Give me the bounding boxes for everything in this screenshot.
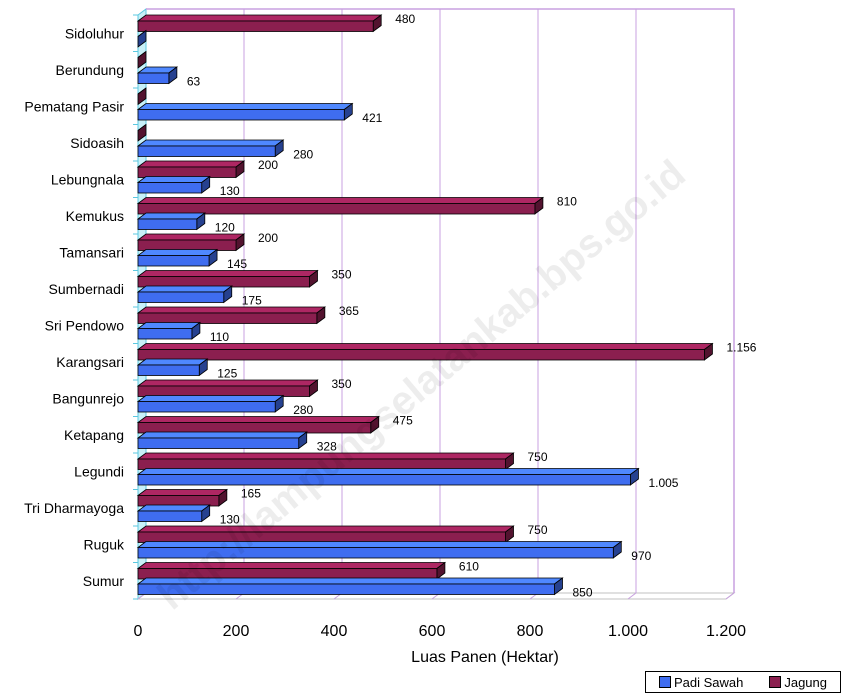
- data-label-padi-sawah: 328: [317, 440, 337, 454]
- bar-jagung: [136, 342, 714, 361]
- floor-tick: [627, 592, 637, 600]
- category-label: Sidoasih: [70, 135, 124, 151]
- data-label-jagung: 165: [241, 487, 261, 501]
- legend-swatch-padi-sawah: [658, 676, 671, 688]
- bar-jagung: [136, 488, 229, 507]
- data-label-padi-sawah: 970: [631, 549, 651, 563]
- category-label: Tri Dharmayoga: [24, 500, 124, 516]
- data-label-jagung: 810: [557, 195, 577, 209]
- data-label-jagung: 365: [339, 304, 359, 318]
- bar-jagung: [136, 196, 545, 215]
- bar-padi-sawah: [136, 358, 209, 377]
- bar-jagung: [137, 123, 147, 142]
- data-label-jagung: 750: [528, 523, 548, 537]
- bar-padi-sawah: [136, 504, 211, 523]
- category-label: Ketapang: [64, 427, 124, 443]
- bar-jagung: [136, 269, 319, 288]
- data-label-padi-sawah: 130: [220, 513, 240, 527]
- bar-jagung: [136, 452, 515, 471]
- bar-padi-sawah: [136, 212, 207, 231]
- legend-item-jagung: Jagung: [769, 675, 827, 690]
- data-label-jagung: 200: [258, 231, 278, 245]
- category-label: Sidoluhur: [65, 25, 124, 41]
- bar-padi-sawah: [137, 29, 147, 48]
- legend-label-padi-sawah: Padi Sawah: [673, 674, 744, 690]
- bar-padi-sawah: [136, 540, 623, 559]
- data-label-padi-sawah: 850: [573, 586, 593, 600]
- legend-item-padi-sawah: Padi Sawah: [658, 674, 744, 690]
- bar-padi-sawah: [136, 175, 211, 194]
- data-label-jagung: 750: [528, 450, 548, 464]
- legend-label-jagung: Jagung: [784, 674, 827, 690]
- data-label-padi-sawah: 1.005: [648, 476, 678, 490]
- data-label-padi-sawah: 130: [220, 184, 240, 198]
- bar-padi-sawah: [136, 285, 233, 304]
- bar-padi-sawah: [136, 467, 640, 486]
- x-tick-label: 600: [419, 623, 446, 640]
- data-label-padi-sawah: 110: [210, 330, 229, 344]
- data-label-padi-sawah: 125: [217, 367, 237, 381]
- category-label: Legundi: [74, 463, 124, 479]
- bar-padi-sawah: [136, 431, 308, 450]
- x-tick-label: 200: [223, 623, 250, 640]
- gridlines: [137, 9, 735, 600]
- category-label: Tamansari: [59, 244, 124, 260]
- data-label-padi-sawah: 280: [293, 148, 313, 162]
- x-tick-label: 0: [134, 623, 143, 640]
- bar-padi-sawah: [136, 394, 285, 413]
- bar-padi-sawah: [136, 66, 179, 85]
- bar-jagung: [137, 50, 147, 69]
- x-tick-labels: 0 200 400 600 800 1.000 1.200: [134, 623, 747, 640]
- data-label-jagung: 475: [393, 414, 413, 428]
- bar-padi-sawah: [136, 577, 564, 596]
- bar-jagung: [136, 561, 447, 580]
- x-tick-label: 1.200: [706, 623, 746, 640]
- bar-jagung: [136, 379, 319, 398]
- data-label-padi-sawah: 63: [187, 75, 201, 89]
- chart-walls: [133, 8, 736, 600]
- category-label: Bangunrejo: [52, 390, 124, 406]
- data-label-jagung: 1.156: [726, 341, 756, 355]
- bar-padi-sawah: [136, 102, 354, 121]
- category-label: Lebungnala: [51, 171, 124, 187]
- data-label-padi-sawah: 120: [215, 221, 235, 235]
- data-label-jagung: 350: [332, 268, 352, 282]
- x-tick-label: 1.000: [608, 623, 648, 640]
- data-label-padi-sawah: 145: [227, 257, 247, 271]
- x-axis-label: Luas Panen (Hektar): [411, 649, 559, 666]
- category-label: Berundung: [55, 62, 124, 78]
- bar-jagung: [136, 233, 246, 252]
- category-label: Sumur: [83, 573, 125, 589]
- floor-tick: [725, 592, 735, 600]
- legend-swatch-jagung: [769, 676, 782, 688]
- bar-jagung: [137, 87, 147, 106]
- legend: Padi Sawah Jagung: [645, 671, 841, 693]
- category-labels: Sidoluhur Berundung Pematang Pasir Sidoasih…: [24, 25, 125, 589]
- x-tick-label: 400: [321, 623, 348, 640]
- category-label: Kemukus: [66, 208, 124, 224]
- category-label: Ruguk: [84, 536, 125, 552]
- data-label-padi-sawah: 280: [293, 403, 313, 417]
- data-label-jagung: 480: [395, 12, 415, 26]
- data-label-jagung: 200: [258, 158, 278, 172]
- category-label: Sumbernadi: [49, 281, 125, 297]
- bar-padi-sawah: [136, 321, 202, 340]
- bar-jagung: [136, 14, 383, 33]
- category-label: Sri Pendowo: [45, 317, 125, 333]
- category-label: Pematang Pasir: [24, 98, 124, 114]
- bar-padi-sawah: [136, 248, 219, 267]
- data-label-padi-sawah: 421: [362, 111, 382, 125]
- bar-padi-sawah: [136, 139, 285, 158]
- bar-jagung: [136, 306, 327, 325]
- data-labels: 480 63 421 280 200 130 810 120 200 145 350 175 365 11…: [187, 12, 757, 600]
- bar-jagung: [136, 160, 246, 179]
- data-label-jagung: 610: [459, 560, 479, 574]
- x-tick-label: 800: [517, 623, 544, 640]
- data-label-jagung: 350: [332, 377, 352, 391]
- data-label-padi-sawah: 175: [242, 294, 262, 308]
- bar-jagung: [136, 525, 515, 544]
- category-label: Karangsari: [56, 354, 124, 370]
- bars: [136, 14, 714, 596]
